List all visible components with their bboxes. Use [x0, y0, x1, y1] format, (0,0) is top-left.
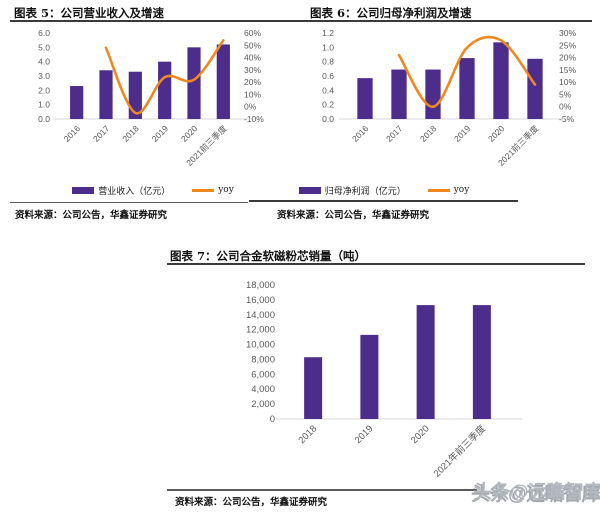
svg-text:40%: 40%: [244, 53, 261, 63]
figure5-title: 图表 5：公司营业收入及增速: [14, 6, 165, 20]
svg-text:20%: 20%: [559, 53, 576, 63]
svg-text:14,000: 14,000: [246, 310, 275, 321]
svg-text:60%: 60%: [244, 28, 261, 38]
figure7-source: 资料来源：公司公告，华鑫证券研究: [175, 497, 328, 508]
svg-text:2.0: 2.0: [38, 85, 50, 95]
netprofit-bar-swatch: [298, 186, 321, 194]
figure6-source-divider: [249, 200, 518, 202]
figure5-legend: 营业收入（亿元） yoy: [10, 184, 296, 197]
svg-text:0%: 0%: [244, 102, 257, 112]
svg-text:8,000: 8,000: [251, 354, 275, 365]
svg-text:18,000: 18,000: [246, 280, 275, 291]
figure6-title: 图表 6：公司归母净利润及增速: [310, 6, 472, 20]
svg-text:2020: 2020: [409, 423, 432, 446]
title-underline-top: [10, 20, 592, 22]
figure6-chart: 0.0 0.2 0.4 0.6 0.8 1.0 1.2 -5% 0% 5% 10% 15% 20% 25%…: [322, 28, 576, 168]
netprofit-legend-label: 归母净利润（亿元）: [324, 186, 406, 197]
svg-text:1.2: 1.2: [322, 28, 334, 38]
svg-text:1.0: 1.0: [322, 42, 334, 52]
svg-text:6,000: 6,000: [251, 369, 275, 380]
svg-text:30%: 30%: [559, 28, 576, 38]
svg-text:2017: 2017: [384, 123, 405, 144]
yoy-legend-label: yoy: [453, 185, 470, 195]
svg-text:4.0: 4.0: [38, 57, 50, 67]
yoy-legend-label: yoy: [218, 185, 234, 195]
svg-text:0.0: 0.0: [322, 114, 334, 124]
svg-text:2018: 2018: [120, 123, 141, 144]
figure7-title: 图表 7：公司合金软磁粉芯销量（吨）: [170, 249, 367, 263]
svg-text:2016: 2016: [350, 123, 371, 144]
figure5-chart: 0.0 1.0 2.0 3.0 4.0 5.0 6.0 -10% 0% 10% 20% 30% 40% 5…: [38, 28, 264, 168]
svg-text:2,000: 2,000: [251, 399, 275, 410]
svg-text:20%: 20%: [244, 77, 261, 87]
revenue-bar-swatch: [72, 186, 95, 194]
svg-text:2019: 2019: [353, 423, 376, 446]
svg-text:10%: 10%: [244, 89, 261, 99]
svg-text:3.0: 3.0: [38, 71, 50, 81]
svg-text:5%: 5%: [559, 89, 572, 99]
svg-text:2019: 2019: [452, 123, 473, 144]
revenue-legend-label: 营业收入（亿元）: [98, 186, 171, 197]
yoy-line-swatch: [192, 188, 215, 192]
svg-text:2016: 2016: [62, 123, 83, 144]
svg-text:25%: 25%: [559, 40, 576, 50]
svg-text:-5%: -5%: [559, 114, 575, 124]
figure5-source-divider: [10, 202, 248, 203]
yoy-line-swatch: [427, 188, 450, 192]
svg-text:0.2: 0.2: [322, 100, 334, 110]
svg-text:0%: 0%: [559, 102, 572, 112]
figure6-source: 资料来源：公司公告，华鑫证券研究: [277, 210, 430, 221]
svg-text:2021年前三季度: 2021年前三季度: [431, 422, 488, 479]
svg-text:15%: 15%: [559, 65, 576, 75]
svg-text:-10%: -10%: [244, 114, 264, 124]
svg-text:0.4: 0.4: [322, 85, 334, 95]
svg-text:2018: 2018: [297, 423, 320, 446]
svg-text:2019: 2019: [150, 123, 171, 144]
svg-text:2018: 2018: [418, 123, 439, 144]
svg-text:4,000: 4,000: [251, 384, 275, 395]
svg-text:0: 0: [270, 414, 275, 425]
figure6-legend: 归母净利润（亿元） yoy: [249, 184, 519, 197]
svg-text:2020: 2020: [486, 123, 507, 144]
svg-text:1.0: 1.0: [38, 100, 50, 110]
svg-text:50%: 50%: [244, 40, 261, 50]
svg-text:10%: 10%: [559, 77, 576, 87]
figure7-source-divider: [167, 489, 477, 491]
svg-text:10,000: 10,000: [246, 340, 275, 351]
svg-text:0.8: 0.8: [322, 57, 334, 67]
svg-text:0.6: 0.6: [322, 71, 334, 81]
svg-text:12,000: 12,000: [246, 325, 275, 336]
svg-text:2020: 2020: [179, 123, 200, 144]
figure7-chart: 0 2,000 4,000 6,000 8,000 10,000 12,000 14,000 1…: [246, 280, 522, 480]
figure7-title-underline: [167, 263, 585, 265]
svg-text:16,000: 16,000: [246, 295, 275, 306]
svg-text:2017: 2017: [91, 123, 112, 144]
svg-text:0.0: 0.0: [38, 114, 50, 124]
svg-text:5.0: 5.0: [38, 42, 50, 52]
watermark-text: 头条@远瞻智库: [473, 482, 600, 503]
svg-text:6.0: 6.0: [38, 28, 50, 38]
svg-text:30%: 30%: [244, 65, 261, 75]
figure5-source: 资料来源：公司公告，华鑫证券研究: [15, 210, 168, 221]
